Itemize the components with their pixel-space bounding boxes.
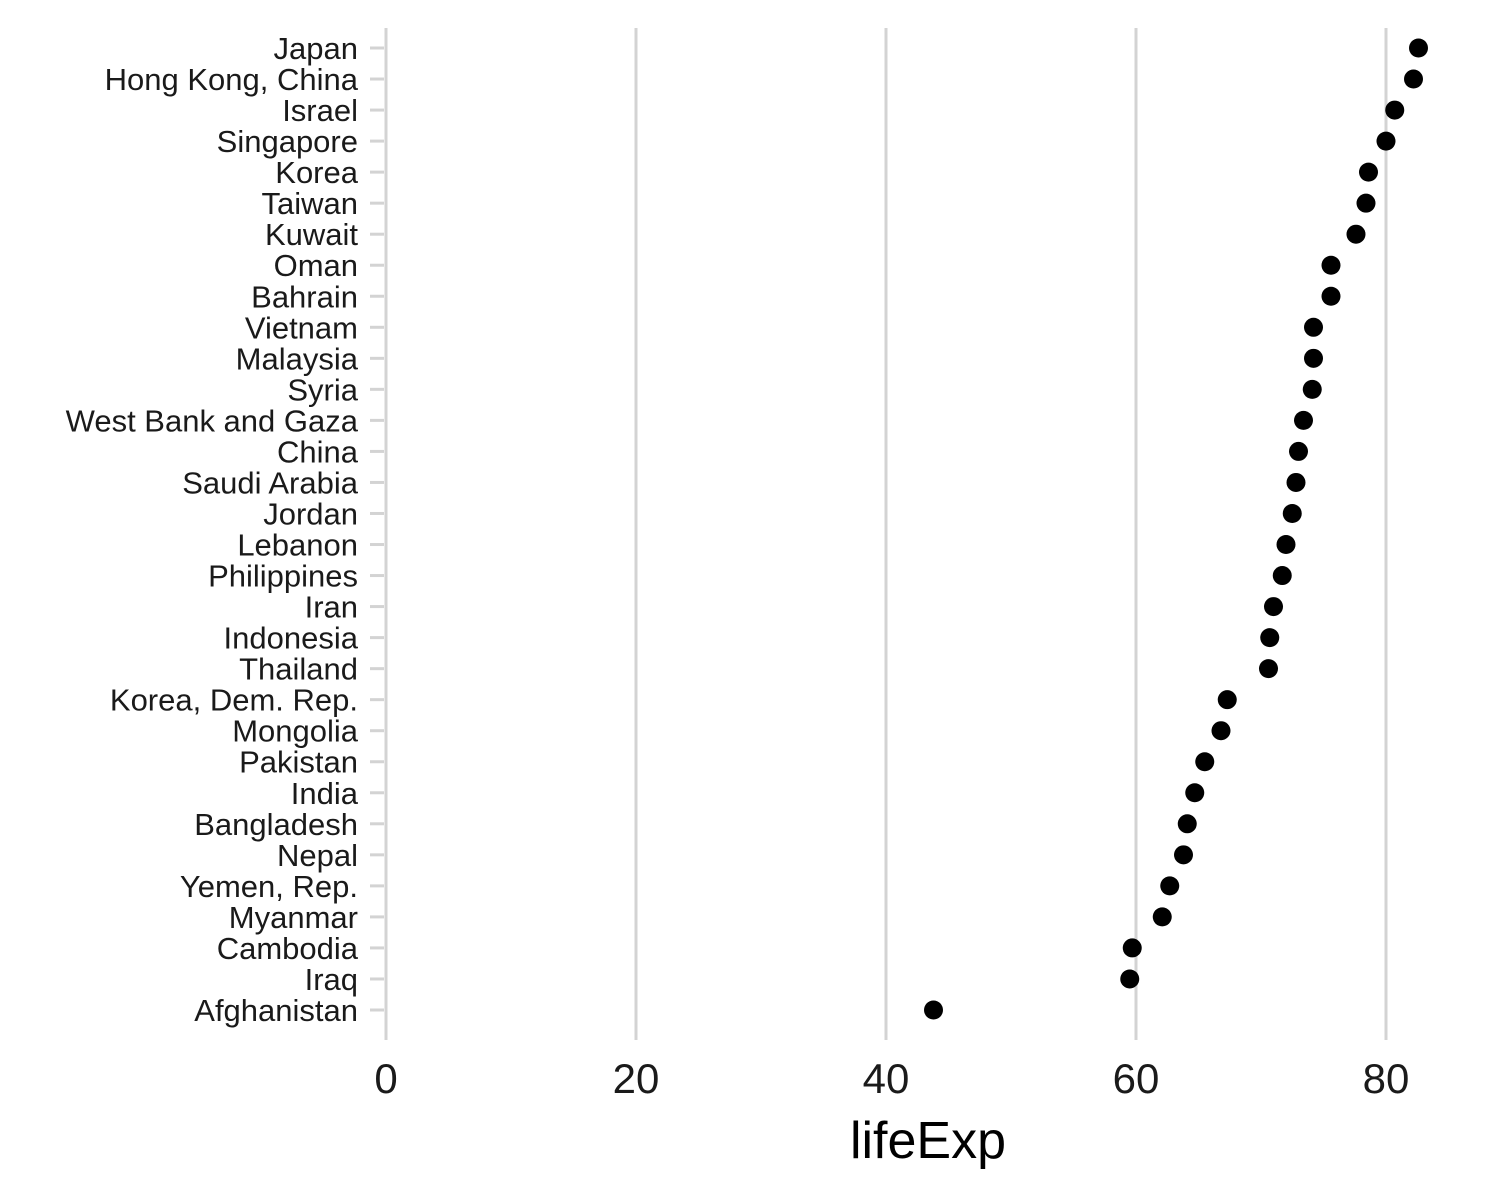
y-tick-label-iraq: Iraq (305, 962, 358, 997)
y-tick-label-bangladesh: Bangladesh (194, 807, 358, 842)
y-tick-label-india: India (291, 776, 359, 811)
point-myanmar (1152, 907, 1172, 927)
point-israel (1385, 100, 1405, 120)
y-tick-label-afghanistan: Afghanistan (194, 993, 358, 1028)
y-tick-label-taiwan: Taiwan (262, 186, 359, 221)
y-tick-label-kuwait: Kuwait (265, 217, 358, 252)
point-jordan (1282, 503, 1302, 523)
x-tick-label-80: 80 (1363, 1055, 1410, 1102)
y-tick-label-mongolia: Mongolia (232, 714, 359, 749)
point-saudi-arabia (1286, 472, 1306, 492)
y-tick-label-indonesia: Indonesia (224, 621, 359, 656)
point-taiwan (1356, 193, 1376, 213)
point-vietnam (1304, 317, 1323, 337)
point-philippines (1272, 566, 1292, 586)
y-tick-label-vietnam: Vietnam (245, 310, 358, 345)
point-indonesia (1260, 628, 1280, 648)
point-japan (1409, 38, 1428, 58)
x-tick-label-0: 0 (374, 1055, 397, 1102)
y-tick-label-japan: Japan (274, 31, 358, 66)
points-layer (924, 38, 1428, 1020)
point-oman (1321, 255, 1341, 275)
y-tick-label-singapore: Singapore (217, 124, 358, 159)
y-tick-label-korea-dem-rep: Korea, Dem. Rep. (110, 683, 358, 718)
point-syria (1302, 379, 1322, 399)
y-tick-label-hong-kong-china: Hong Kong, China (105, 62, 359, 97)
x-axis-title: lifeExp (850, 1112, 1006, 1170)
y-tick-label-philippines: Philippines (208, 559, 358, 594)
point-yemen-rep (1160, 876, 1180, 896)
point-thailand (1259, 659, 1278, 679)
y-tick-label-cambodia: Cambodia (217, 931, 359, 966)
y-tick-label-oman: Oman (274, 248, 358, 283)
y-tick-label-israel: Israel (282, 93, 358, 128)
point-mongolia (1211, 721, 1231, 741)
point-korea (1359, 162, 1378, 182)
y-tick-label-syria: Syria (287, 372, 358, 407)
point-nepal (1174, 845, 1193, 865)
point-india (1185, 783, 1205, 803)
y-tick-label-bahrain: Bahrain (251, 279, 358, 314)
y-tick-label-jordan: Jordan (263, 496, 358, 531)
y-tick-label-china: China (277, 434, 359, 469)
y-tick-label-saudi-arabia: Saudi Arabia (182, 465, 359, 500)
x-tick-label-40: 40 (863, 1055, 910, 1102)
point-bahrain (1321, 286, 1341, 306)
y-tick-label-pakistan: Pakistan (239, 745, 358, 780)
x-tick-label-60: 60 (1113, 1055, 1160, 1102)
point-singapore (1376, 131, 1396, 151)
y-tick-label-thailand: Thailand (239, 652, 358, 687)
y-tick-label-west-bank-and-gaza: West Bank and Gaza (66, 403, 359, 438)
y-tick-label-malaysia: Malaysia (236, 341, 359, 376)
point-afghanistan (924, 1000, 943, 1020)
y-tick-label-nepal: Nepal (277, 838, 358, 873)
y-tick-label-yemen-rep: Yemen, Rep. (180, 869, 358, 904)
grid-layer (384, 28, 1388, 1040)
y-tick-label-lebanon: Lebanon (237, 528, 358, 563)
point-kuwait (1346, 224, 1366, 244)
point-lebanon (1276, 535, 1296, 555)
x-tick-label-20: 20 (613, 1055, 660, 1102)
point-west-bank-and-gaza (1294, 410, 1313, 430)
point-hong-kong-china (1404, 69, 1423, 89)
point-bangladesh (1177, 814, 1197, 834)
y-tick-label-iran: Iran (305, 590, 358, 625)
point-pakistan (1195, 752, 1215, 772)
point-china (1289, 441, 1308, 461)
point-iraq (1120, 969, 1140, 989)
y-tick-label-myanmar: Myanmar (229, 900, 358, 935)
point-cambodia (1122, 938, 1142, 958)
point-iran (1264, 597, 1283, 617)
point-malaysia (1304, 348, 1323, 368)
x-axis: 0 20 40 60 80 lifeExp (374, 1055, 1409, 1170)
point-korea-dem-rep (1217, 690, 1237, 710)
y-tick-label-korea: Korea (275, 155, 358, 190)
